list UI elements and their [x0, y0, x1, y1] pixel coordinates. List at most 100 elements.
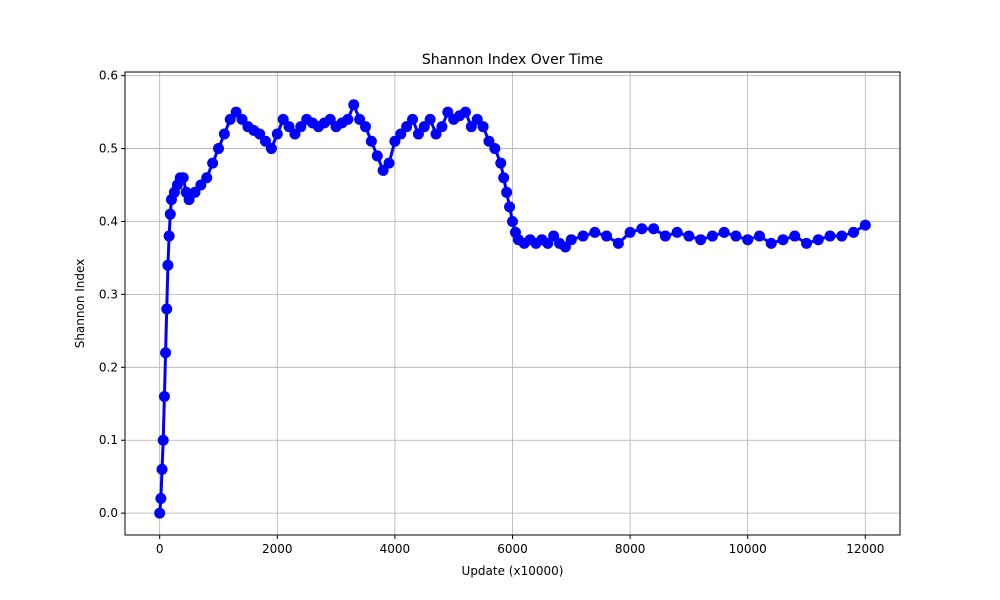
- data-point: [295, 121, 307, 133]
- data-point: [465, 121, 477, 133]
- scatter-points: [154, 99, 871, 519]
- data-point: [424, 113, 436, 125]
- data-point: [498, 172, 510, 184]
- data-point: [812, 234, 824, 246]
- y-tick-label: 0.0: [99, 506, 118, 520]
- data-point: [283, 121, 295, 133]
- data-point: [164, 208, 176, 220]
- data-point: [504, 201, 516, 213]
- data-point: [158, 390, 170, 402]
- data-point: [412, 128, 424, 140]
- data-point: [824, 230, 836, 242]
- data-point: [659, 230, 671, 242]
- data-point: [483, 135, 495, 147]
- data-point: [342, 113, 354, 125]
- data-point: [371, 150, 383, 162]
- data-point: [577, 230, 589, 242]
- data-point: [765, 237, 777, 249]
- data-point: [753, 230, 765, 242]
- y-tick-label: 0.1: [99, 433, 118, 447]
- y-tick-label: 0.2: [99, 360, 118, 374]
- data-point: [277, 113, 289, 125]
- data-point: [212, 143, 224, 155]
- data-point: [648, 223, 660, 235]
- data-point: [260, 135, 272, 147]
- data-point: [365, 135, 377, 147]
- y-tick-label: 0.5: [99, 142, 118, 156]
- data-point: [154, 507, 166, 519]
- data-point: [163, 230, 175, 242]
- data-point: [430, 128, 442, 140]
- data-point: [507, 215, 518, 227]
- data-point: [348, 99, 360, 111]
- data-point: [230, 106, 242, 118]
- data-point: [155, 493, 167, 505]
- x-tick-label: 10000: [729, 542, 767, 556]
- data-point: [836, 230, 848, 242]
- data-point: [354, 113, 366, 125]
- data-point: [224, 113, 236, 125]
- data-point: [459, 106, 471, 118]
- data-point: [612, 237, 624, 249]
- data-point: [161, 303, 173, 315]
- data-point: [236, 113, 248, 125]
- data-point: [565, 234, 577, 246]
- data-point: [801, 237, 813, 249]
- data-point: [407, 113, 419, 125]
- data-point: [383, 157, 395, 169]
- data-point: [183, 194, 195, 206]
- data-point: [777, 234, 789, 246]
- data-point: [730, 230, 742, 242]
- data-point: [395, 128, 407, 140]
- data-point: [695, 234, 707, 246]
- data-point: [289, 128, 301, 140]
- data-point: [156, 463, 168, 475]
- axis-ticks: 0 2000 4000 6000 8000 10000 12000 0.0 0.1 0.2 0.3 0…: [99, 69, 884, 556]
- data-point: [742, 234, 754, 246]
- x-tick-label: 6000: [497, 542, 528, 556]
- data-point: [601, 230, 613, 242]
- data-point: [389, 135, 401, 147]
- data-point: [359, 121, 371, 133]
- x-tick-label: 12000: [846, 542, 884, 556]
- data-point: [718, 226, 730, 238]
- y-tick-label: 0.3: [99, 287, 118, 301]
- data-point: [189, 186, 201, 198]
- data-point: [377, 164, 389, 176]
- x-tick-label: 4000: [380, 542, 411, 556]
- data-point: [495, 157, 507, 169]
- data-point: [177, 172, 189, 184]
- data-point: [624, 226, 636, 238]
- data-point: [471, 113, 483, 125]
- data-point: [324, 113, 336, 125]
- data-point: [706, 230, 718, 242]
- data-point: [207, 157, 219, 169]
- data-point: [157, 434, 169, 446]
- data-point: [436, 121, 448, 133]
- y-tick-label: 0.6: [99, 69, 118, 83]
- x-tick-label: 2000: [262, 542, 293, 556]
- data-point: [160, 347, 172, 359]
- x-tick-label: 0: [156, 542, 164, 556]
- data-point: [271, 128, 283, 140]
- data-point: [859, 219, 871, 231]
- data-point: [195, 179, 207, 191]
- data-point: [265, 143, 277, 155]
- data-point: [636, 223, 648, 235]
- chart-title: Shannon Index Over Time: [422, 52, 603, 68]
- data-point: [501, 186, 513, 198]
- data-point: [548, 230, 560, 242]
- data-point: [401, 121, 413, 133]
- data-point: [589, 226, 601, 238]
- data-point: [477, 121, 489, 133]
- data-point: [254, 128, 266, 140]
- data-point: [671, 226, 683, 238]
- data-point: [542, 237, 554, 249]
- data-point: [489, 143, 501, 155]
- grid: [125, 72, 900, 535]
- data-point: [848, 226, 860, 238]
- data-point: [789, 230, 801, 242]
- data-point: [201, 172, 213, 184]
